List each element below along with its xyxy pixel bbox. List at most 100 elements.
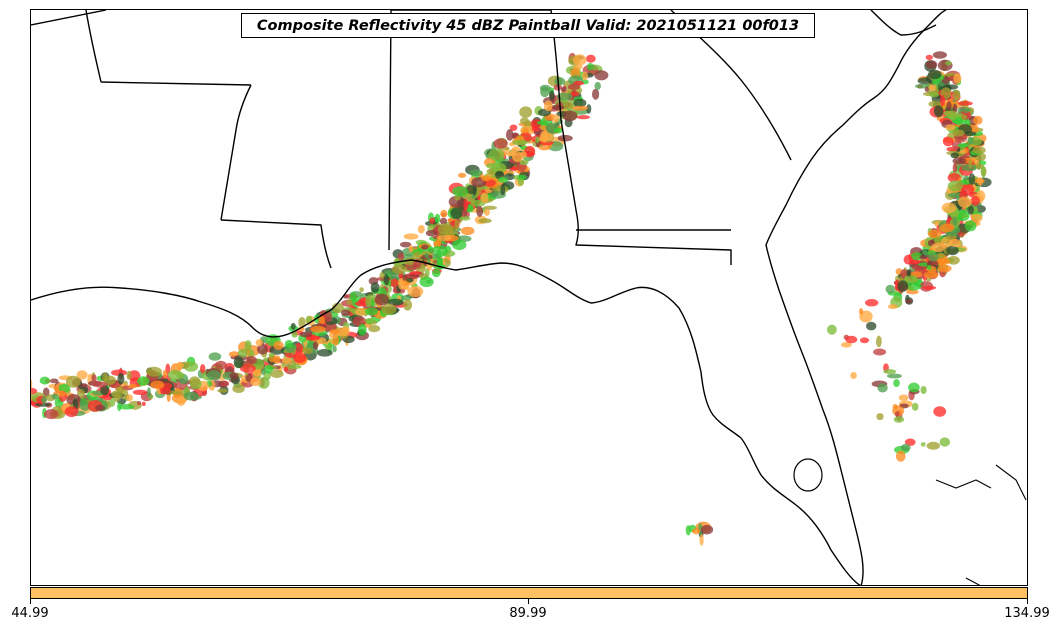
- reflectivity-cell: [927, 264, 932, 270]
- reflectivity-cell: [519, 106, 533, 118]
- reflectivity-cell: [920, 442, 926, 447]
- reflectivity-cell: [80, 383, 88, 388]
- reflectivity-cell: [959, 149, 967, 154]
- reflectivity-cell: [406, 277, 414, 283]
- reflectivity-cell: [232, 384, 245, 394]
- reflectivity-cell: [114, 392, 121, 402]
- reflectivity-cell: [244, 340, 252, 351]
- reflectivity-cell: [299, 331, 313, 338]
- reflectivity-cell: [925, 54, 933, 61]
- reflectivity-cell: [845, 335, 858, 344]
- reflectivity-cell: [904, 274, 917, 284]
- reflectivity-cell: [450, 207, 463, 220]
- reflectivity-cell: [939, 223, 955, 233]
- reflectivity-cell: [946, 245, 959, 256]
- reflectivity-cell: [553, 84, 563, 91]
- reflectivity-cell: [520, 117, 529, 125]
- reflectivity-cell: [391, 264, 408, 274]
- reflectivity-cell: [572, 105, 588, 111]
- reflectivity-cell: [332, 345, 337, 353]
- reflectivity-cell: [407, 285, 424, 298]
- reflectivity-cell: [960, 107, 971, 113]
- reflectivity-cell: [923, 271, 939, 279]
- reflectivity-cell: [497, 176, 509, 183]
- reflectivity-cell: [229, 372, 239, 380]
- reflectivity-cell: [933, 406, 947, 417]
- reflectivity-cell: [594, 81, 601, 91]
- reflectivity-cell: [895, 450, 906, 462]
- reflectivity-cell: [926, 441, 940, 450]
- reflectivity-cell: [132, 389, 148, 395]
- ms-al-border: [220, 10, 392, 269]
- reflectivity-cell: [137, 376, 150, 386]
- reflectivity-cell: [454, 219, 459, 231]
- reflectivity-cell: [576, 115, 590, 120]
- reflectivity-cell: [500, 184, 506, 196]
- reflectivity-cell: [957, 231, 965, 237]
- reflectivity-cell: [141, 401, 146, 406]
- map-panel: [30, 9, 1028, 586]
- reflectivity-cell: [160, 387, 171, 395]
- reflectivity-cell: [189, 376, 201, 387]
- reflectivity-cell: [692, 528, 701, 535]
- reflectivity-cell: [72, 398, 79, 410]
- reflectivity-cell: [293, 352, 307, 363]
- reflectivity-cell: [214, 360, 227, 370]
- reflectivity-cell: [137, 401, 142, 406]
- reflectivity-cell: [920, 386, 927, 394]
- reflectivity-cell: [146, 387, 151, 398]
- reflectivity-cell: [281, 356, 293, 364]
- reflectivity-cell: [117, 373, 125, 385]
- reflectivity-cell: [79, 401, 91, 411]
- reflectivity-cell: [924, 86, 929, 92]
- reflectivity-cell: [954, 117, 963, 125]
- reflectivity-cell: [31, 387, 38, 394]
- reflectivity-cell: [419, 276, 434, 288]
- al-ga-border: [391, 10, 732, 265]
- reflectivity-cell: [273, 355, 281, 365]
- reflectivity-cell: [536, 120, 548, 126]
- reflectivity-cell: [334, 327, 350, 337]
- reflectivity-cell: [381, 303, 397, 315]
- reflectivity-cell: [341, 309, 351, 316]
- reflectivity-cell: [939, 437, 951, 447]
- reflectivity-cell: [594, 70, 609, 81]
- reflectivity-cell: [41, 396, 47, 404]
- reflectivity-cell: [58, 383, 71, 393]
- reflectivity-cell: [587, 63, 594, 71]
- reflectivity-cell: [931, 242, 946, 253]
- reflectivity-cell: [563, 102, 574, 110]
- reflectivity-cell: [448, 225, 456, 237]
- la-ms-border: [85, 10, 252, 221]
- sc-nc-border: [870, 10, 937, 36]
- reflectivity-cell: [476, 205, 484, 217]
- reflectivity-cell: [937, 252, 945, 259]
- reflectivity-cell: [947, 255, 960, 265]
- reflectivity-cell: [905, 299, 913, 304]
- reflectivity-cell: [118, 404, 135, 410]
- reflectivity-cell: [283, 366, 289, 372]
- reflectivity-cell: [397, 252, 405, 261]
- bahamas-islands: [935, 464, 1027, 585]
- reflectivity-cell: [409, 271, 422, 276]
- reflectivity-cell: [263, 364, 274, 374]
- reflectivity-cell: [937, 264, 952, 273]
- reflectivity-cell: [368, 325, 381, 333]
- reflectivity-cell: [981, 166, 986, 178]
- reflectivity-cell: [952, 157, 967, 165]
- reflectivity-cell: [967, 136, 974, 145]
- reflectivity-cell: [76, 370, 88, 380]
- reflectivity-cell: [973, 115, 983, 125]
- reflectivity-cell: [893, 379, 900, 388]
- colorbar-tick-mid: [528, 599, 529, 604]
- reflectivity-cell: [543, 100, 553, 112]
- reflectivity-cell: [876, 413, 884, 421]
- reflectivity-cell: [561, 87, 566, 93]
- reflectivity-cell: [310, 325, 326, 333]
- reflectivity-cell: [946, 101, 952, 111]
- reflectivity-cell: [827, 324, 837, 335]
- reflectivity-cell: [250, 377, 261, 387]
- reflectivity-cell: [850, 372, 857, 379]
- reflectivity-cell: [961, 164, 977, 172]
- reflectivity-cell: [316, 349, 333, 357]
